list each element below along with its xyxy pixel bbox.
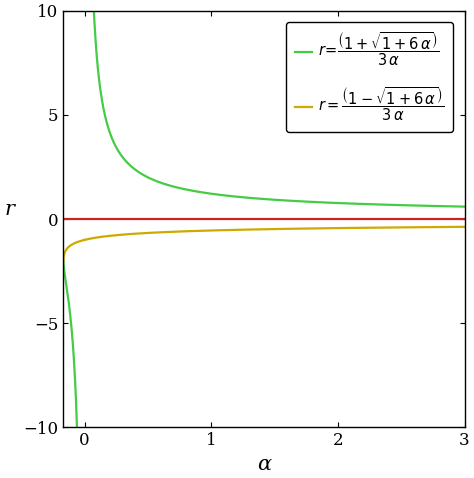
Legend: $r\!=\!\dfrac{\left(1+\sqrt{1+6\,\alpha}\right)}{3\,\alpha}$, $r = \dfrac{\left(: $r\!=\!\dfrac{\left(1+\sqrt{1+6\,\alpha}… [286,22,453,132]
Y-axis label: r: r [4,200,14,219]
X-axis label: α: α [257,455,271,474]
